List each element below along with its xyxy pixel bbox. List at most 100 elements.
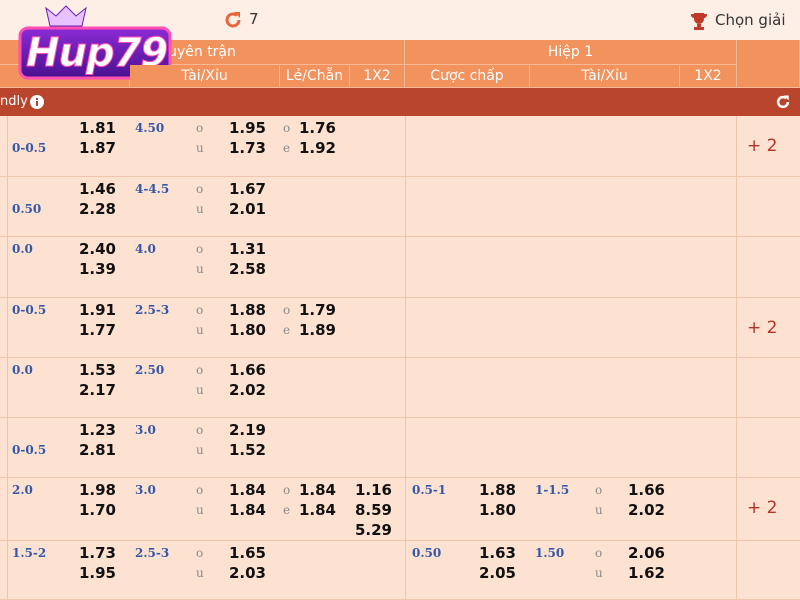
odd-even-tag: o (283, 121, 291, 135)
over-under-tag: u (196, 443, 204, 457)
over-under-tag: o (196, 303, 204, 317)
match-row (0, 418, 800, 478)
h1-total-odds[interactable]: 2.06 (627, 544, 665, 562)
league-refresh-icon[interactable] (774, 93, 792, 111)
total-odds[interactable]: 2.58 (228, 260, 266, 278)
league-bar: ndly (0, 88, 800, 116)
handicap-line: 0-0.5 (12, 141, 47, 155)
h1-over-under-tag: o (595, 483, 603, 497)
refresh-icon[interactable] (222, 9, 244, 31)
handicap-odds[interactable]: 1.87 (78, 139, 116, 157)
total-odds[interactable]: 1.52 (228, 441, 266, 459)
column-divider (405, 116, 406, 600)
more-markets[interactable]: + 2 (747, 498, 778, 518)
total-odds[interactable]: 2.01 (228, 200, 266, 218)
handicap-line: 1.5-2 (12, 546, 47, 560)
total-odds[interactable]: 1.95 (228, 119, 266, 137)
total-line: 2.5-3 (135, 546, 170, 560)
handicap-odds[interactable]: 1.77 (78, 321, 116, 339)
handicap-odds[interactable]: 1.23 (78, 421, 116, 439)
handicap-line: 0.50 (12, 202, 42, 216)
column-divider (736, 116, 737, 600)
over-under-tag: o (196, 423, 204, 437)
h1-handicap-line: 0.5-1 (412, 483, 447, 497)
total-odds[interactable]: 2.02 (228, 381, 266, 399)
h1-over-under-tag: u (595, 566, 603, 580)
total-line: 2.5-3 (135, 303, 170, 317)
select-league[interactable]: Chọn giải (715, 11, 786, 29)
total-odds[interactable]: 2.19 (228, 421, 266, 439)
h1-over-under-tag: u (595, 503, 603, 517)
handicap-odds[interactable]: 2.28 (78, 200, 116, 218)
odd-even-tag: e (283, 503, 291, 517)
total-odds[interactable]: 2.03 (228, 564, 266, 582)
column-header: Cược chấp (405, 65, 530, 88)
total-odds[interactable]: 1.66 (228, 361, 266, 379)
h1-over-under-tag: o (595, 546, 603, 560)
over-under-tag: u (196, 262, 204, 276)
handicap-odds[interactable]: 1.46 (78, 180, 116, 198)
1x2-odds[interactable]: 8.59 (354, 501, 392, 519)
odd-even-odds[interactable]: 1.76 (298, 119, 336, 137)
handicap-odds[interactable]: 1.95 (78, 564, 116, 582)
total-line: 3.0 (135, 423, 156, 437)
match-row (0, 478, 800, 541)
handicap-odds[interactable]: 1.53 (78, 361, 116, 379)
total-line: 4.50 (135, 121, 165, 135)
total-odds[interactable]: 1.73 (228, 139, 266, 157)
1x2-odds[interactable]: 1.16 (354, 481, 392, 499)
total-odds[interactable]: 1.31 (228, 240, 266, 258)
h1-handicap-odds[interactable]: 1.80 (478, 501, 516, 519)
odd-even-odds[interactable]: 1.92 (298, 139, 336, 157)
total-odds[interactable]: 1.88 (228, 301, 266, 319)
handicap-odds[interactable]: 2.17 (78, 381, 116, 399)
handicap-odds[interactable]: 2.81 (78, 441, 116, 459)
total-odds[interactable]: 1.84 (228, 501, 266, 519)
h1-total-odds[interactable]: 1.62 (627, 564, 665, 582)
handicap-odds[interactable]: 1.98 (78, 481, 116, 499)
handicap-line: 0.0 (12, 242, 33, 256)
total-odds[interactable]: 1.80 (228, 321, 266, 339)
over-under-tag: u (196, 383, 204, 397)
info-icon[interactable] (29, 94, 45, 110)
h1-total-odds[interactable]: 2.02 (627, 501, 665, 519)
refresh-count: 7 (249, 10, 259, 28)
column-header: Tài/Xỉu (530, 65, 680, 88)
total-line: 3.0 (135, 483, 156, 497)
handicap-odds[interactable]: 1.70 (78, 501, 116, 519)
handicap-odds[interactable]: 1.73 (78, 544, 116, 562)
handicap-odds[interactable]: 1.91 (78, 301, 116, 319)
h1-handicap-line: 0.50 (412, 546, 442, 560)
match-row (0, 177, 800, 237)
handicap-odds[interactable]: 2.40 (78, 240, 116, 258)
h1-handicap-odds[interactable]: 2.05 (478, 564, 516, 582)
league-name: ndly (0, 94, 28, 109)
h1-handicap-odds[interactable]: 1.88 (478, 481, 516, 499)
odd-even-odds[interactable]: 1.84 (298, 481, 336, 499)
over-under-tag: u (196, 503, 204, 517)
handicap-odds[interactable]: 1.39 (78, 260, 116, 278)
h1-total-line: 1-1.5 (535, 483, 570, 497)
odd-even-odds[interactable]: 1.79 (298, 301, 336, 319)
first-half-label: Hiệp 1 (547, 44, 594, 60)
total-line: 4-4.5 (135, 182, 170, 196)
more-markets[interactable]: + 2 (747, 136, 778, 156)
total-odds[interactable]: 1.84 (228, 481, 266, 499)
h1-total-odds[interactable]: 1.66 (627, 481, 665, 499)
more-markets[interactable]: + 2 (747, 318, 778, 338)
1x2-odds[interactable]: 5.29 (354, 521, 392, 539)
handicap-odds[interactable]: 1.81 (78, 119, 116, 137)
over-under-tag: u (196, 202, 204, 216)
column-header: 1X2 (350, 65, 405, 88)
odd-even-odds[interactable]: 1.84 (298, 501, 336, 519)
handicap-line: 0-0.5 (12, 443, 47, 457)
match-row (0, 358, 800, 418)
total-odds[interactable]: 1.67 (228, 180, 266, 198)
over-under-tag: u (196, 566, 204, 580)
total-odds[interactable]: 1.65 (228, 544, 266, 562)
trophy-icon (691, 13, 707, 30)
odd-even-odds[interactable]: 1.89 (298, 321, 336, 339)
h1-handicap-odds[interactable]: 1.63 (478, 544, 516, 562)
match-row (0, 237, 800, 298)
